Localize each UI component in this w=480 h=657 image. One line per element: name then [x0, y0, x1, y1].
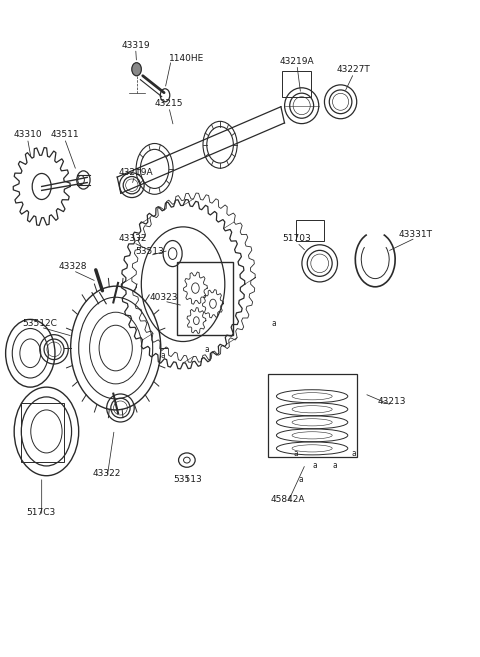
Text: a: a — [333, 461, 337, 470]
Text: 43319: 43319 — [121, 41, 150, 50]
Text: 43219A: 43219A — [280, 57, 314, 66]
Text: 51703: 51703 — [283, 234, 312, 243]
Text: 43328: 43328 — [59, 262, 87, 271]
Text: 45842A: 45842A — [270, 495, 305, 504]
Text: a: a — [161, 351, 166, 360]
Text: 43331T: 43331T — [398, 229, 432, 238]
Text: 43215: 43215 — [155, 99, 183, 108]
Text: 43332: 43332 — [119, 234, 147, 243]
Text: 43322: 43322 — [93, 468, 121, 478]
Text: 53513: 53513 — [135, 247, 164, 256]
Text: 517C3: 517C3 — [26, 508, 55, 516]
Text: a: a — [299, 475, 303, 484]
Circle shape — [132, 62, 141, 76]
Bar — [267, 374, 357, 457]
Text: 43511: 43511 — [50, 130, 79, 139]
Text: 53512C: 53512C — [23, 319, 57, 328]
Text: 43310: 43310 — [13, 130, 42, 139]
Text: 53513: 53513 — [173, 475, 202, 484]
Bar — [21, 403, 63, 462]
Bar — [282, 71, 311, 97]
Text: a: a — [294, 449, 299, 458]
Text: a: a — [204, 345, 209, 354]
Text: 40323: 40323 — [150, 293, 179, 302]
Text: 43219A: 43219A — [118, 168, 153, 177]
Text: a: a — [272, 319, 276, 328]
Text: 1140HE: 1140HE — [169, 54, 204, 62]
Text: a: a — [351, 449, 356, 458]
Text: 43213: 43213 — [378, 397, 406, 406]
Bar — [178, 262, 233, 335]
Text: a: a — [312, 461, 317, 470]
Text: 43227T: 43227T — [337, 65, 371, 74]
Bar — [296, 219, 324, 240]
